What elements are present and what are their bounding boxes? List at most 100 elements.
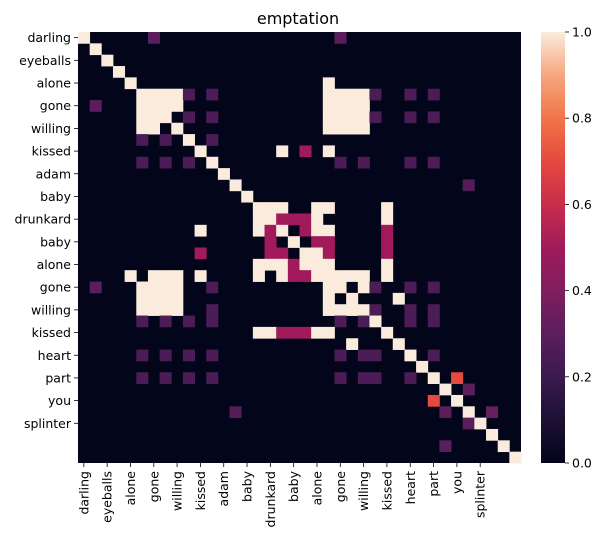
colorbar-tick-label: 0.6 [572, 197, 592, 212]
heatmap-cell [322, 122, 335, 135]
heatmap-cell [78, 32, 91, 44]
heatmap-cell [334, 32, 347, 44]
x-tick-label: kissed [379, 471, 394, 510]
heatmap-cell [136, 304, 149, 316]
heatmap-cell [381, 247, 394, 260]
heatmap-cell [171, 122, 184, 135]
x-tick-label: alone [123, 471, 138, 506]
heatmap-cell [159, 304, 172, 316]
heatmap-cell [334, 372, 347, 384]
heatmap-cell [147, 88, 161, 101]
heatmap-cell [287, 236, 300, 248]
y-tick-label: part [45, 370, 71, 385]
heatmap-cell [381, 224, 394, 237]
heatmap-cell [89, 43, 102, 56]
x-axis: darling eyeballs alone gone willing kissed ada… [76, 463, 488, 527]
heatmap-cell [427, 394, 440, 407]
heatmap-cell [171, 292, 184, 305]
heatmap-cell [322, 224, 335, 237]
heatmap-cell [136, 111, 149, 124]
heatmap-cell [276, 202, 289, 214]
heatmap-cell [89, 100, 102, 112]
heatmap-cell [357, 270, 370, 282]
heatmap-cell [206, 281, 219, 294]
heatmap-cell [322, 270, 335, 282]
heatmap-cell [322, 326, 335, 339]
heatmap-cell [322, 281, 335, 294]
heatmap-cell [147, 292, 161, 305]
heatmap-cell [287, 326, 300, 339]
heatmap-cell [427, 281, 440, 294]
heatmap-cell [159, 281, 172, 294]
heatmap-cell [101, 54, 114, 67]
heatmap-cell [322, 111, 335, 124]
heatmap-cell [182, 349, 195, 362]
heatmap-cell [182, 156, 195, 169]
heatmap-cell [416, 360, 429, 373]
y-tick-label: gone [40, 280, 72, 295]
x-tick-label: splinter [473, 470, 488, 518]
heatmap-cell [439, 440, 452, 453]
heatmap-cell [404, 304, 417, 316]
heatmap-cell [206, 134, 219, 146]
heatmap-cell [439, 406, 452, 419]
heatmap-cell [462, 406, 475, 419]
heatmap-cells [78, 32, 522, 464]
x-tick-label: kissed [193, 471, 208, 510]
heatmap-cell [299, 224, 312, 237]
heatmap-cell [392, 338, 405, 350]
heatmap-cell [264, 236, 277, 248]
heatmap-cell [357, 349, 370, 362]
heatmap-cell [159, 315, 172, 328]
heatmap-cell [147, 270, 161, 282]
heatmap-cell [252, 213, 265, 226]
heatmap-cell [369, 281, 382, 294]
heatmap-cell [381, 326, 394, 339]
heatmap-cell [159, 349, 172, 362]
heatmap-cell [147, 304, 161, 316]
heatmap-cell [404, 281, 417, 294]
x-tick-label: willing [356, 471, 371, 511]
heatmap-cell [334, 315, 347, 328]
heatmap-cell [357, 315, 370, 328]
heatmap-cell [194, 247, 207, 260]
heatmap-cell [322, 247, 335, 260]
x-tick-label: willing [170, 471, 185, 511]
y-tick-label: adam [36, 166, 71, 181]
heatmap-cell [322, 145, 335, 158]
heatmap-cell [276, 145, 289, 158]
heatmap-cell [369, 111, 382, 124]
heatmap-cell [136, 156, 149, 169]
x-tick-label: part [426, 471, 441, 497]
heatmap-cell [369, 304, 382, 316]
heatmap-cell [159, 100, 172, 112]
heatmap-cell [136, 100, 149, 112]
heatmap-cell [171, 270, 184, 282]
heatmap-cell [299, 247, 312, 260]
heatmap-cell [252, 258, 265, 271]
heatmap-cell [194, 224, 207, 237]
y-tick-label: kissed [32, 144, 71, 159]
heatmap-cell [334, 281, 347, 294]
heatmap-cell [462, 179, 475, 192]
heatmap-cell [427, 156, 440, 169]
heatmap-cell [357, 100, 370, 112]
heatmap-cell [322, 77, 335, 90]
heatmap-cell [311, 236, 324, 248]
heatmap-cell [299, 270, 312, 282]
heatmap-cell [147, 122, 161, 135]
colorbar-tick-label: 0.8 [572, 111, 592, 126]
heatmap-cell [369, 349, 382, 362]
heatmap-cell [264, 258, 277, 271]
heatmap-cell [497, 440, 510, 453]
heatmap-cell [357, 111, 370, 124]
heatmap-cell [159, 156, 172, 169]
heatmap-cell [147, 32, 161, 44]
heatmap-cell [486, 406, 499, 419]
y-axis: darling eyeballs alone gone willing kissed ada… [15, 30, 78, 431]
y-tick-label: alone [37, 257, 72, 272]
heatmap-cell [404, 372, 417, 384]
heatmap-cell [334, 349, 347, 362]
heatmap-cell [357, 122, 370, 135]
heatmap-cell [451, 372, 464, 384]
